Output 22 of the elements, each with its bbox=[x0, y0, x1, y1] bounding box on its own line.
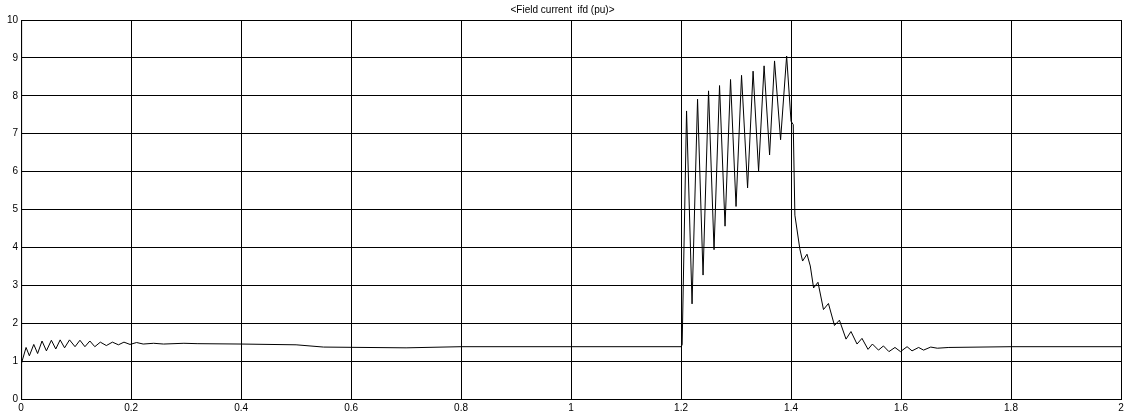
chart-title: <Field current ifd (pu)> bbox=[510, 3, 615, 15]
y-tick-label: 3 bbox=[12, 279, 19, 291]
x-tick-label: 2 bbox=[1118, 401, 1125, 413]
x-tick-label: 0.2 bbox=[124, 401, 139, 413]
x-tick-label: 0.6 bbox=[344, 401, 359, 413]
x-tick-label: 1.6 bbox=[894, 401, 909, 413]
x-tick-label: 1.8 bbox=[1004, 401, 1019, 413]
y-tick-label: 2 bbox=[12, 316, 19, 328]
y-tick-label: 9 bbox=[12, 51, 19, 63]
y-tick-label: 6 bbox=[12, 165, 19, 177]
y-tick-label: 8 bbox=[12, 89, 19, 101]
x-tick-label: 0.4 bbox=[234, 401, 249, 413]
y-tick-label: 0 bbox=[12, 392, 19, 404]
y-tick-label: 4 bbox=[12, 241, 19, 253]
y-tick-label: 5 bbox=[12, 203, 19, 215]
x-tick-label: 1.4 bbox=[784, 401, 799, 413]
x-tick-label: 0.8 bbox=[454, 401, 469, 413]
y-tick-label: 1 bbox=[12, 354, 19, 366]
x-tick-label: 1 bbox=[568, 401, 575, 413]
y-tick-label: 10 bbox=[7, 13, 19, 25]
x-tick-label: 1.2 bbox=[674, 401, 689, 413]
y-tick-label: 7 bbox=[12, 127, 19, 139]
